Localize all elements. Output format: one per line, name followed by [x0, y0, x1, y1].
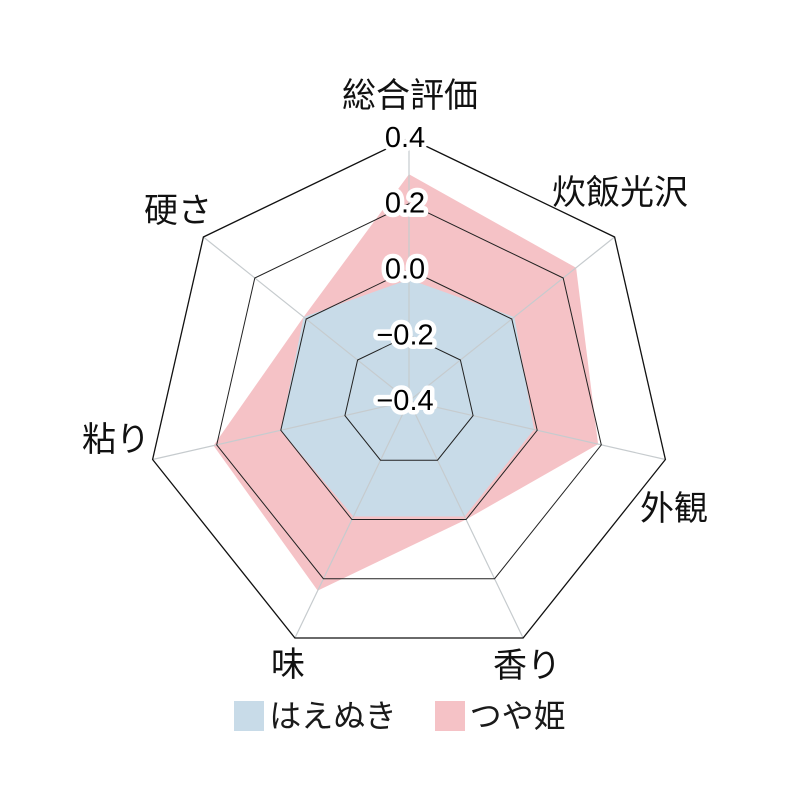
radial-tick-label-0.4: 0.4 — [385, 122, 425, 154]
legend: はえぬき つや姫 — [0, 700, 800, 732]
haenuki-series-polygon — [280, 279, 534, 517]
axis-label-5: 粘り — [82, 421, 150, 459]
legend-item-haenuki: はえぬき — [234, 698, 397, 734]
legend-item-tsuyahime: つや姫 — [434, 698, 566, 734]
grid-ring--0.2 — [344, 334, 474, 461]
tsuyahime-legend-label: つや姫 — [469, 698, 566, 734]
haenuki-color-swatch — [234, 701, 265, 731]
radial-tick-label-0.2: 0.2 — [385, 188, 425, 220]
axis-label-3: 香り — [493, 647, 561, 685]
grid-ring-0.2 — [216, 203, 602, 580]
axis-label-4: 味 — [271, 646, 305, 684]
axis-label-6: 硬さ — [144, 192, 212, 230]
radial-tick-label-−0.2: −0.2 — [376, 319, 433, 351]
radial-tick-label-0.0: 0.0 — [385, 254, 425, 286]
haenuki-legend-label: はえぬき — [269, 698, 397, 734]
axis-label-0: 総合評価 — [342, 77, 478, 115]
grid-ring-0.4 — [151, 137, 667, 639]
axis-label-1: 炊飯光沢 — [552, 174, 688, 212]
grid-ring-0 — [280, 268, 538, 520]
tsuyahime-color-swatch — [434, 701, 465, 731]
radial-tick-label-−0.4: −0.4 — [376, 385, 433, 417]
axis-label-2: 外観 — [640, 490, 708, 528]
